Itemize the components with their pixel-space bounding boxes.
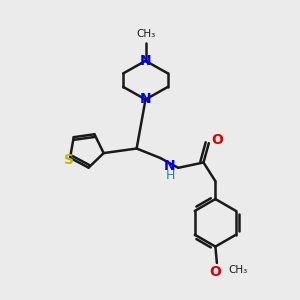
Text: H: H [166,169,175,182]
Text: N: N [164,159,175,173]
Text: N: N [140,92,152,106]
Text: CH₃: CH₃ [228,265,248,275]
Text: CH₃: CH₃ [136,29,155,39]
Text: S: S [64,153,74,167]
Text: O: O [211,133,223,147]
Text: O: O [209,265,221,279]
Text: N: N [140,54,152,68]
